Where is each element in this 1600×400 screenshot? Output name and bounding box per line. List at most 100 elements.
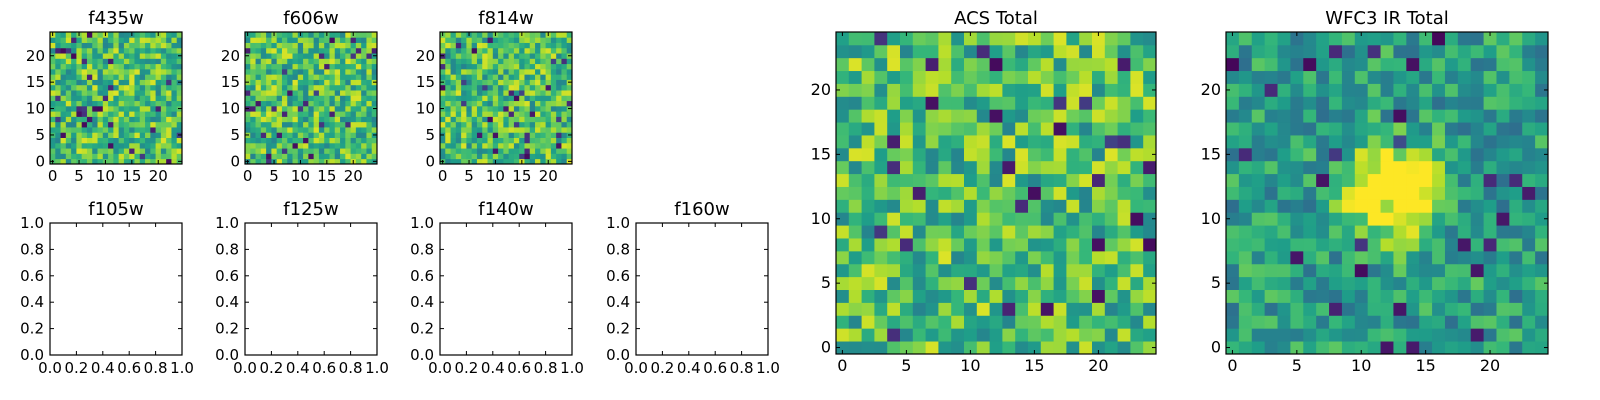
heatmap-cell [1509, 289, 1523, 303]
heatmap-cell [455, 158, 462, 165]
heatmap-cell [925, 44, 939, 59]
heatmap-cell [513, 47, 520, 54]
heatmap-cell [1277, 96, 1291, 110]
heatmap-cell [350, 105, 357, 112]
x-tick-label: 15 [512, 167, 531, 185]
heatmap-cell [129, 111, 135, 117]
heatmap-cell [461, 47, 467, 54]
heatmap-cell [524, 79, 531, 86]
heatmap-cell [874, 122, 888, 136]
heatmap-cell [108, 79, 114, 86]
heatmap-cell [900, 147, 914, 162]
heatmap-cell [1028, 96, 1042, 110]
heatmap-cell [355, 100, 362, 107]
x-tick-label: 0.6 [117, 359, 141, 377]
heatmap-cell [455, 116, 462, 123]
heatmap-cell [129, 137, 135, 144]
heatmap-cell [166, 58, 172, 65]
heatmap-cell [123, 37, 130, 43]
heatmap-cell [529, 63, 536, 70]
heatmap-cell [71, 158, 77, 165]
heatmap-cell [287, 42, 293, 49]
heatmap-cell [1104, 341, 1118, 355]
heatmap-cell [287, 95, 293, 102]
heatmap-cell [440, 58, 446, 65]
heatmap-cell [1028, 70, 1042, 84]
heatmap-cell [1303, 57, 1317, 72]
heatmap-cell [1393, 289, 1407, 303]
heatmap-cell [561, 84, 568, 91]
heatmap-cell [545, 148, 552, 154]
heatmap-cell [1143, 238, 1157, 252]
heatmap-cell [308, 148, 315, 154]
heatmap-cell [134, 121, 141, 128]
heatmap-cell [466, 63, 473, 70]
heatmap-cell [1028, 328, 1042, 342]
heatmap-cell [345, 116, 351, 123]
heatmap-cell [318, 42, 325, 49]
heatmap-cell [836, 341, 850, 355]
heatmap-cell [1040, 96, 1054, 110]
heatmap-cell [925, 70, 939, 84]
y-tick-label: 20 [416, 47, 435, 65]
heatmap-cell [1028, 83, 1042, 97]
heatmap-cell [1251, 263, 1266, 278]
heatmap-cell [108, 153, 114, 160]
heatmap-cell [71, 142, 77, 149]
heatmap-cell [861, 225, 875, 239]
x-tick-label: 0.2 [259, 359, 283, 377]
heatmap-cell [250, 148, 256, 154]
heatmap-cell [340, 95, 346, 102]
heatmap-cell [461, 132, 467, 138]
heatmap-cell [145, 74, 151, 80]
heatmap-cell [1092, 225, 1106, 239]
heatmap-cell [308, 42, 315, 49]
heatmap-cell [366, 158, 373, 165]
heatmap-cell [1130, 276, 1144, 290]
heatmap-cell [951, 160, 965, 175]
heatmap-cell [535, 100, 541, 107]
heatmap-cell [266, 153, 272, 160]
heatmap-cell [887, 341, 901, 355]
heatmap-cell [71, 111, 77, 117]
heatmap-cell [482, 100, 488, 107]
heatmap-cell [303, 47, 309, 54]
heatmap-cell [461, 42, 467, 49]
heatmap-cell [1354, 263, 1369, 278]
heatmap-cell [1143, 225, 1157, 239]
heatmap-cell [545, 53, 552, 59]
heatmap-cell [482, 95, 488, 102]
heatmap-cell [150, 53, 156, 59]
heatmap-cell [471, 100, 478, 107]
heatmap-cell [1483, 109, 1497, 123]
heatmap-cell [487, 127, 494, 133]
heatmap-cell [964, 212, 978, 226]
heatmap-cell [1367, 173, 1381, 187]
x-tick-label: 20 [539, 167, 558, 185]
heatmap-cell [1316, 70, 1330, 84]
heatmap-cell [1238, 57, 1253, 72]
heatmap-cell [1354, 341, 1369, 355]
heatmap-cell [1277, 70, 1291, 84]
heatmap-cell [455, 63, 462, 70]
heatmap-cell [171, 84, 178, 91]
heatmap-cell [108, 95, 114, 102]
heatmap-cell [1290, 96, 1304, 110]
heatmap-cell [139, 105, 146, 112]
heatmap-cell [450, 127, 457, 133]
heatmap-cell [303, 127, 309, 133]
heatmap-cell [1015, 96, 1029, 110]
heatmap-cell [976, 212, 990, 226]
heatmap-cell [1419, 122, 1433, 136]
heatmap-cells [245, 32, 378, 165]
heatmap-cell [1143, 122, 1157, 136]
heatmap-cell [1130, 225, 1144, 239]
heatmap-cell [951, 135, 965, 149]
heatmap-cell [81, 142, 88, 149]
heatmap-cell [81, 116, 88, 123]
heatmap-cell [1329, 225, 1343, 239]
heatmap-cell [1496, 32, 1510, 46]
heatmap-cell [355, 148, 362, 154]
heatmap-cell [1066, 160, 1080, 175]
heatmap-cell [466, 132, 473, 138]
